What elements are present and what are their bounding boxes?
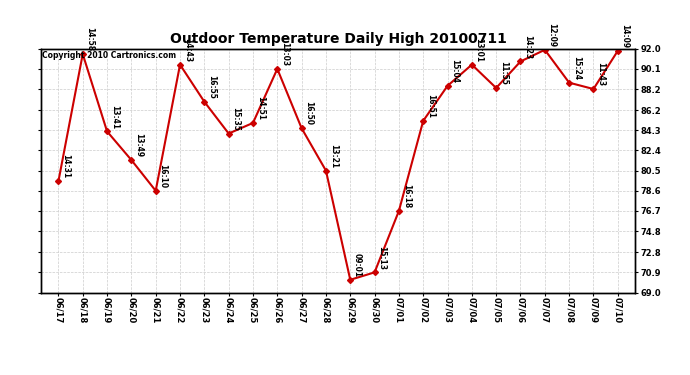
Text: 15:13: 15:13 [377,246,386,270]
Text: 11:43: 11:43 [596,62,605,86]
Text: 13:03: 13:03 [280,42,289,66]
Text: 14:23: 14:23 [523,34,532,59]
Text: 14:09: 14:09 [620,24,629,48]
Text: 13:49: 13:49 [134,133,143,157]
Text: 14:43: 14:43 [183,38,192,62]
Text: 15:35: 15:35 [231,107,240,131]
Text: 15:04: 15:04 [451,59,460,83]
Text: 15:24: 15:24 [572,56,581,80]
Text: 13:41: 13:41 [110,105,119,129]
Text: 14:51: 14:51 [256,96,265,120]
Title: Outdoor Temperature Daily High 20100711: Outdoor Temperature Daily High 20100711 [170,32,506,46]
Text: 14:31: 14:31 [61,154,70,178]
Text: 14:58: 14:58 [86,27,95,51]
Text: 13:21: 13:21 [328,144,337,168]
Text: 16:10: 16:10 [159,164,168,188]
Text: 12:09: 12:09 [548,23,557,47]
Text: 16:51: 16:51 [426,94,435,118]
Text: 16:50: 16:50 [304,102,313,126]
Text: Copyright 2010 Cartronics.com: Copyright 2010 Cartronics.com [42,51,176,60]
Text: 13:01: 13:01 [475,38,484,62]
Text: 16:18: 16:18 [402,184,411,208]
Text: 11:55: 11:55 [499,61,508,85]
Text: 09:01: 09:01 [353,253,362,277]
Text: 16:55: 16:55 [207,75,216,99]
